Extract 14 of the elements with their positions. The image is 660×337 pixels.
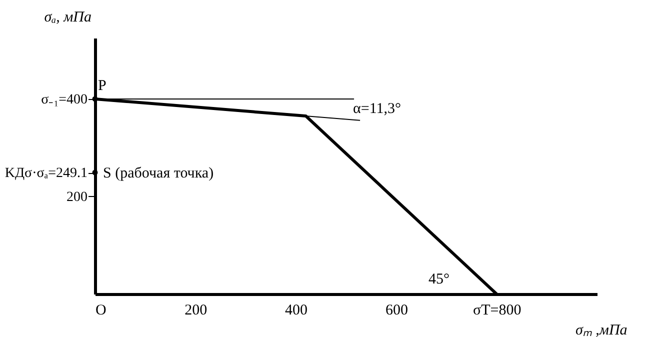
- x-tick-label: σT=800: [472, 302, 522, 318]
- annotation: P: [98, 78, 106, 94]
- x-tick-label: 600: [385, 302, 408, 318]
- y-tick-label: KДσ·σₐ=249.1: [4, 166, 88, 182]
- x-axis-title: σₘ ,мПа: [576, 322, 628, 337]
- x-tick-label: 200: [184, 302, 208, 318]
- y-axis-title: σₐ, мПа: [44, 10, 92, 26]
- x-tick-label: 400: [285, 302, 308, 318]
- x-tick-label: O: [96, 302, 106, 318]
- annotation: 45°: [428, 271, 450, 288]
- annotation: α=11,3°: [353, 100, 402, 117]
- y-tick-label: σ₋₁=400: [41, 92, 88, 108]
- y-tick-label: 200: [66, 190, 88, 205]
- annotation: S (рабочая точка): [103, 166, 214, 182]
